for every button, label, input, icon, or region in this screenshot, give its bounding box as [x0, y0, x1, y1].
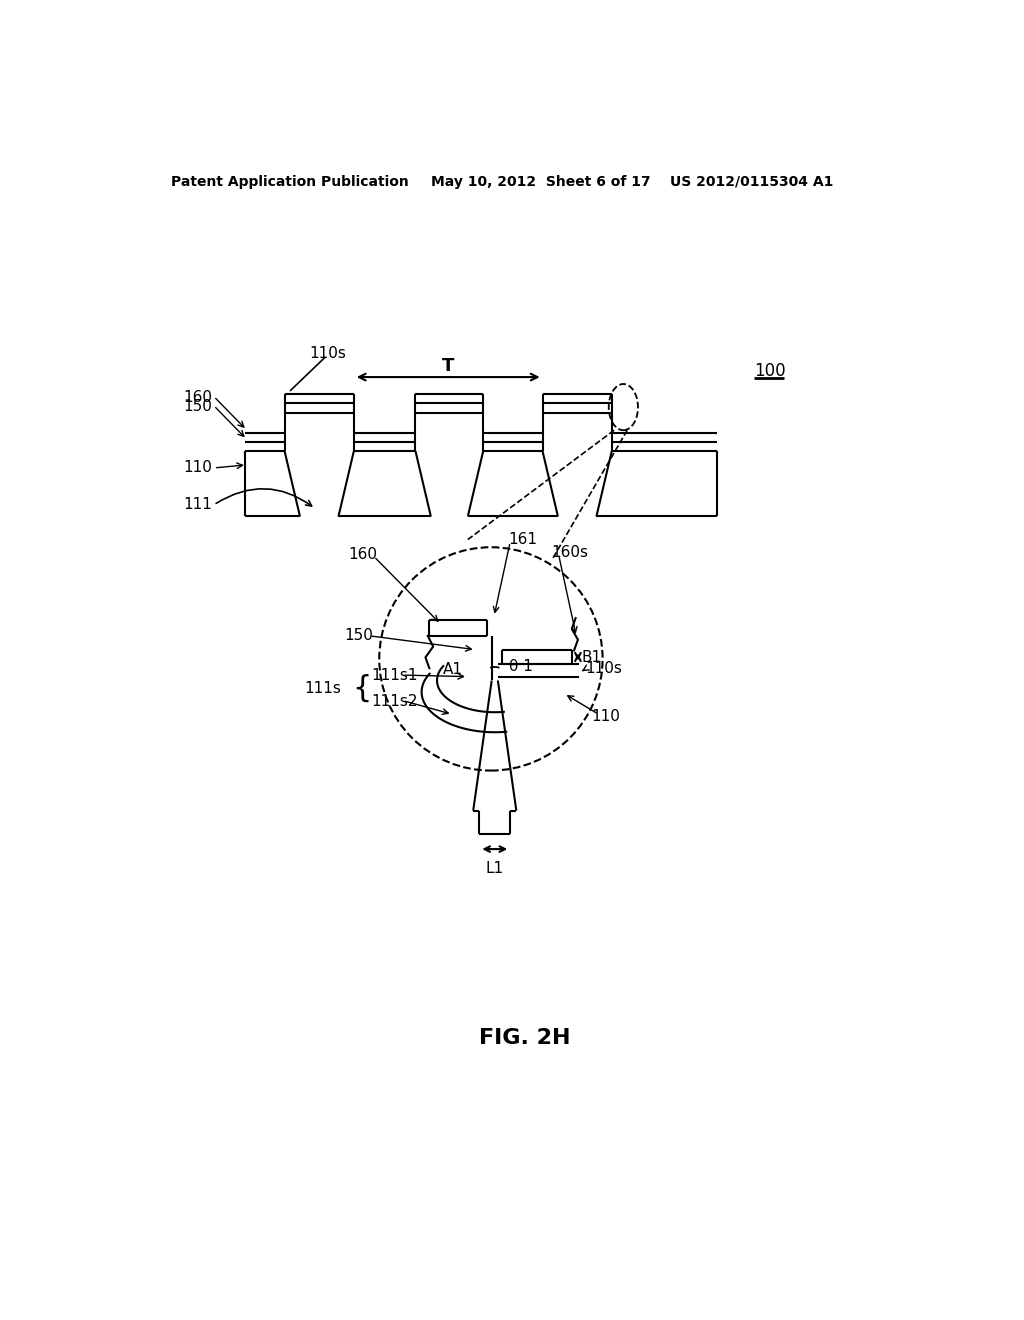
Text: 110: 110: [183, 461, 212, 475]
Text: Patent Application Publication: Patent Application Publication: [171, 174, 409, 189]
Text: May 10, 2012  Sheet 6 of 17: May 10, 2012 Sheet 6 of 17: [431, 174, 650, 189]
Text: T: T: [441, 358, 454, 375]
Text: L1: L1: [485, 862, 504, 876]
Text: 150: 150: [183, 399, 212, 414]
Text: 100: 100: [755, 362, 785, 380]
Text: 110s: 110s: [586, 661, 623, 676]
Text: 150: 150: [345, 628, 374, 643]
Text: US 2012/0115304 A1: US 2012/0115304 A1: [670, 174, 833, 189]
Text: 160s: 160s: [551, 545, 588, 560]
Text: θ 1: θ 1: [509, 659, 532, 675]
Text: 160: 160: [183, 389, 212, 405]
Text: B1: B1: [581, 649, 601, 665]
Text: A1: A1: [442, 663, 463, 677]
Text: 110s: 110s: [309, 346, 346, 362]
Text: {: {: [352, 673, 372, 702]
Text: 111s2: 111s2: [372, 694, 418, 709]
Text: 111s1: 111s1: [372, 668, 418, 684]
Text: 111s: 111s: [304, 681, 341, 696]
Text: 110: 110: [591, 709, 620, 725]
Text: FIG. 2H: FIG. 2H: [479, 1028, 570, 1048]
Text: 160: 160: [348, 548, 378, 562]
Text: 161: 161: [509, 532, 538, 546]
Text: 111: 111: [183, 498, 212, 512]
